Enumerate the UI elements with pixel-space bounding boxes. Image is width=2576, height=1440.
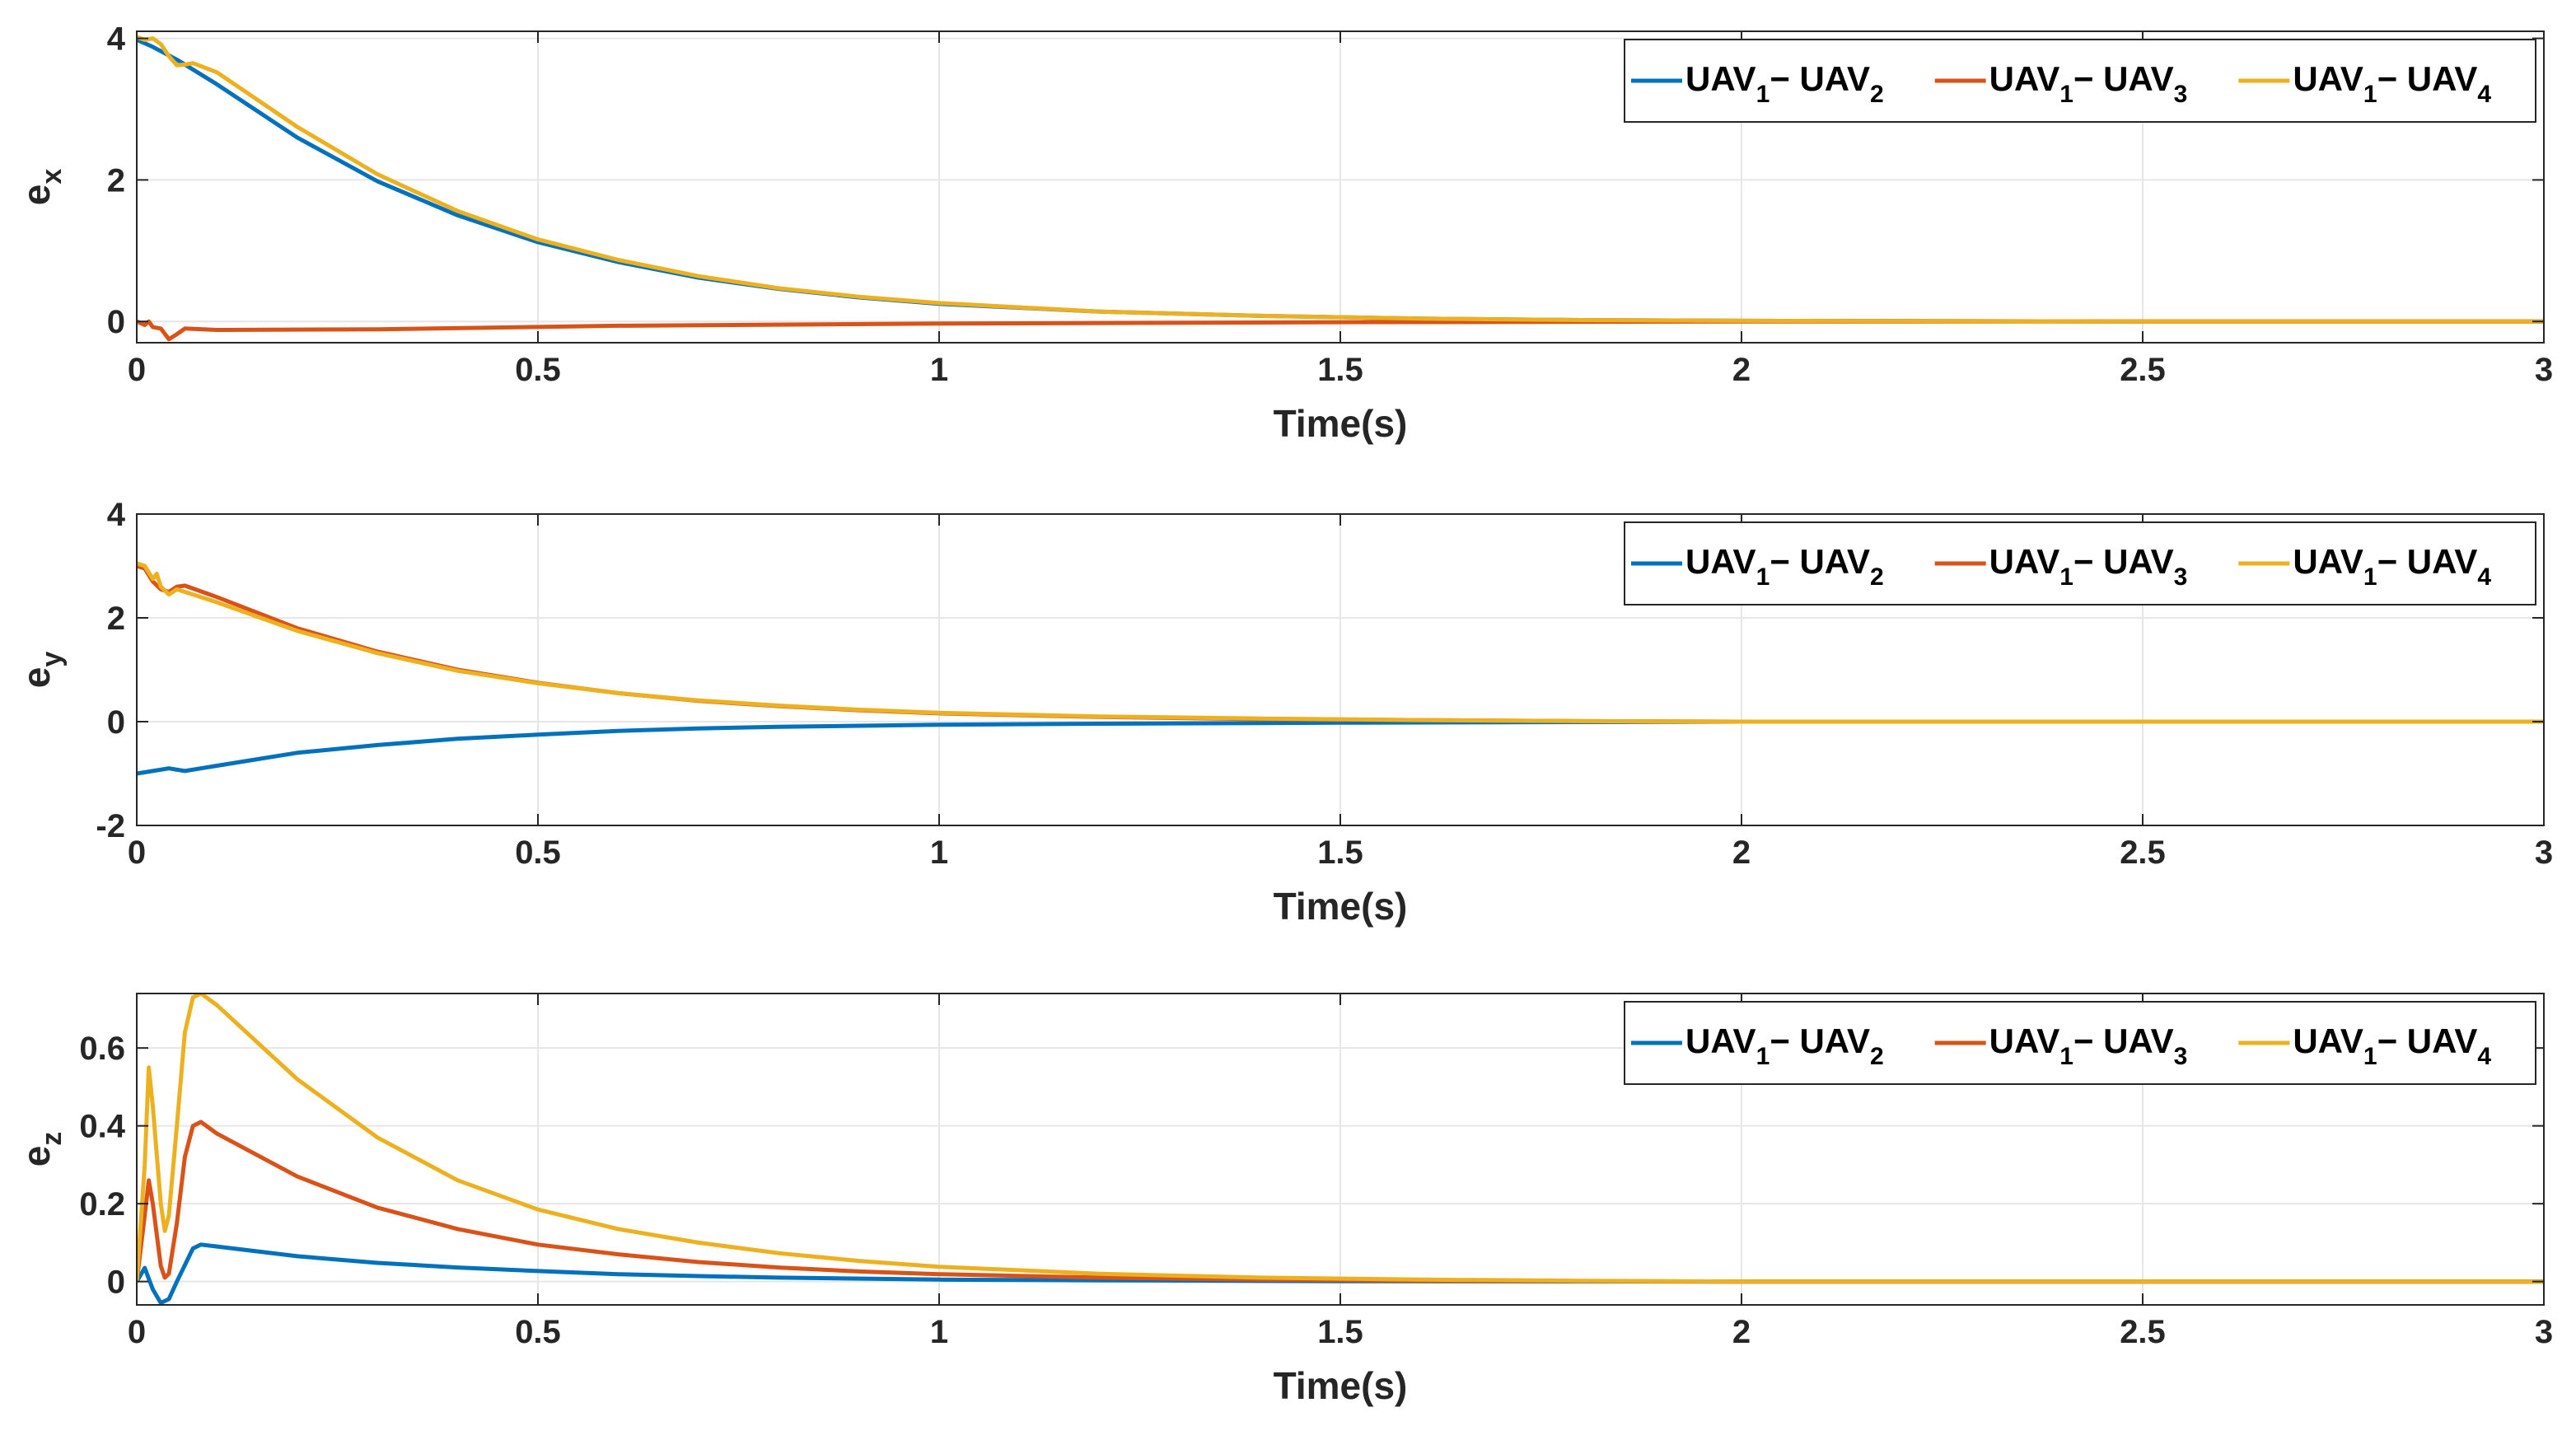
legend: UAV1− UAV2 UAV1− UAV3 UAV1− UAV4 bbox=[1624, 39, 2536, 123]
x-tick-label: 2.5 bbox=[2120, 1314, 2166, 1350]
x-tick-label: 1.5 bbox=[1317, 835, 1363, 871]
legend-entry: UAV1− UAV2 bbox=[1685, 1022, 1884, 1070]
y-tick-label: 0.6 bbox=[79, 1031, 125, 1067]
x-tick-label: 3 bbox=[2535, 835, 2553, 871]
legend-box bbox=[1624, 1001, 2536, 1085]
legend-entry: UAV1− UAV2 bbox=[1685, 542, 1884, 591]
legend-entry: UAV1− UAV4 bbox=[2293, 59, 2491, 108]
y-tick-label: -2 bbox=[96, 808, 125, 844]
y-tick-label: 0.4 bbox=[79, 1109, 125, 1145]
legend: UAV1− UAV2 UAV1− UAV3 UAV1− UAV4 bbox=[1624, 1001, 2536, 1085]
x-tick-label: 1.5 bbox=[1317, 352, 1363, 388]
series-line-2 bbox=[137, 319, 2544, 342]
series-line-3 bbox=[137, 561, 2544, 724]
legend-entry: UAV1− UAV3 bbox=[1989, 59, 2188, 108]
legend-entry: UAV1− UAV4 bbox=[2293, 542, 2491, 591]
x-tick-label: 0.5 bbox=[515, 1314, 561, 1350]
x-axis-label: Time(s) bbox=[1274, 402, 1408, 445]
legend-box bbox=[1624, 39, 2536, 123]
x-tick-label: 2.5 bbox=[2120, 835, 2166, 871]
series-line-1 bbox=[137, 719, 2544, 776]
legend: UAV1− UAV2 UAV1− UAV3 UAV1− UAV4 bbox=[1624, 521, 2536, 605]
legend-entry: UAV1− UAV3 bbox=[1989, 542, 2188, 591]
x-tick-label: 0.5 bbox=[515, 835, 561, 871]
y-axis-label: ez bbox=[15, 1132, 68, 1167]
y-tick-label: 0 bbox=[107, 704, 125, 741]
y-tick-label: 4 bbox=[107, 497, 126, 533]
y-tick-label: 0 bbox=[107, 304, 125, 340]
x-tick-label: 0.5 bbox=[515, 352, 561, 388]
legend-box bbox=[1624, 521, 2536, 605]
y-tick-label: 2 bbox=[107, 162, 125, 199]
y-tick-label: 4 bbox=[107, 21, 126, 58]
x-tick-label: 3 bbox=[2535, 352, 2553, 388]
x-axis-label: Time(s) bbox=[1274, 1364, 1408, 1407]
legend-entry: UAV1− UAV3 bbox=[1989, 1022, 2188, 1070]
x-tick-label: 1 bbox=[930, 835, 948, 871]
y-axis-label: ey bbox=[15, 652, 68, 689]
y-tick-label: 2 bbox=[107, 601, 125, 637]
series-line-1 bbox=[137, 1242, 2544, 1305]
x-tick-label: 2 bbox=[1732, 835, 1751, 871]
x-tick-label: 1.5 bbox=[1317, 1314, 1363, 1350]
y-axis-label: ex bbox=[15, 169, 68, 206]
x-tick-label: 0 bbox=[128, 835, 146, 871]
y-tick-label: 0 bbox=[107, 1265, 125, 1301]
series-line-3 bbox=[137, 35, 2544, 324]
legend-entry: UAV1− UAV4 bbox=[2293, 1022, 2491, 1070]
series-line-2 bbox=[137, 1120, 2544, 1284]
x-tick-label: 1 bbox=[930, 1314, 948, 1350]
x-tick-label: 2 bbox=[1732, 352, 1751, 388]
y-tick-label: 0.2 bbox=[79, 1186, 125, 1223]
x-tick-label: 1 bbox=[930, 352, 948, 388]
series-line-3 bbox=[137, 994, 2544, 1284]
x-tick-label: 0 bbox=[128, 1314, 146, 1350]
subplot-3: 0 0.5 1 1.5 2 2.5 3 0 0.2 0.4 0.6 Time(s) ez UAV1− UA… bbox=[15, 993, 2553, 1407]
legend-entry: UAV1− UAV2 bbox=[1685, 59, 1884, 108]
x-tick-label: 2.5 bbox=[2120, 352, 2166, 388]
x-tick-label: 3 bbox=[2535, 1314, 2553, 1350]
x-axis-label: Time(s) bbox=[1274, 885, 1408, 928]
x-tick-label: 2 bbox=[1732, 1314, 1751, 1350]
x-tick-label: 0 bbox=[128, 352, 146, 388]
